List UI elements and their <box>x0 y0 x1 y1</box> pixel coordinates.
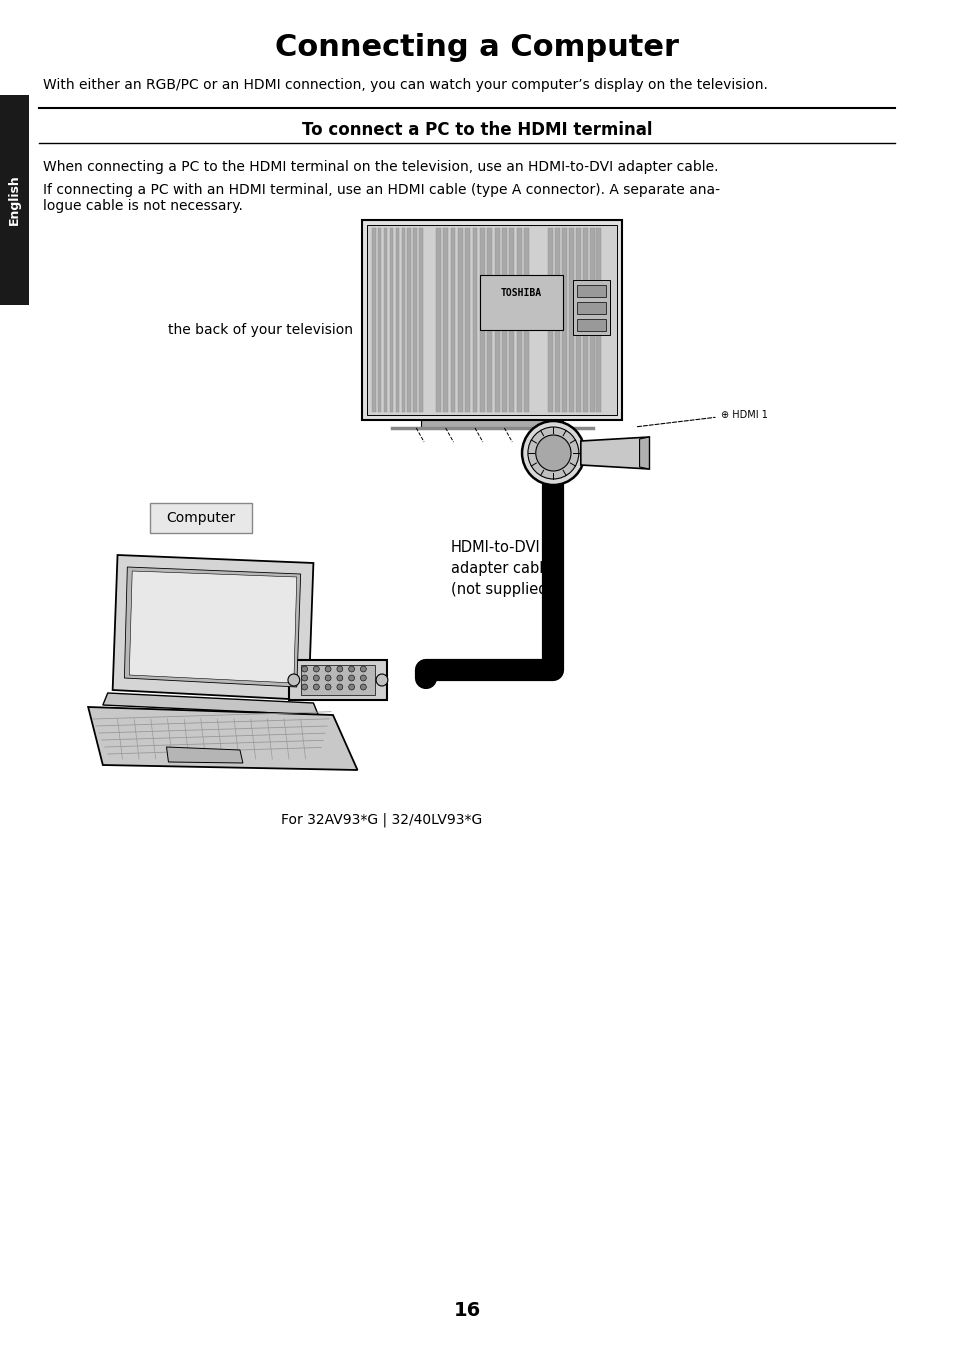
FancyBboxPatch shape <box>501 228 506 412</box>
FancyBboxPatch shape <box>577 284 605 297</box>
FancyBboxPatch shape <box>555 228 559 412</box>
Polygon shape <box>103 693 318 714</box>
FancyBboxPatch shape <box>300 665 375 696</box>
FancyBboxPatch shape <box>0 94 30 305</box>
Circle shape <box>348 666 355 673</box>
Text: English: English <box>9 175 21 225</box>
Polygon shape <box>639 437 649 469</box>
FancyBboxPatch shape <box>589 228 594 412</box>
FancyBboxPatch shape <box>457 228 462 412</box>
FancyBboxPatch shape <box>494 228 499 412</box>
Text: ⊕ HDMI 1: ⊕ HDMI 1 <box>720 410 767 421</box>
FancyBboxPatch shape <box>517 228 521 412</box>
FancyBboxPatch shape <box>573 280 610 336</box>
Text: HDMI-to-DVI
adapter cable
(not supplied): HDMI-to-DVI adapter cable (not supplied) <box>450 541 552 597</box>
Circle shape <box>521 421 584 485</box>
FancyBboxPatch shape <box>362 220 621 421</box>
Polygon shape <box>580 437 649 469</box>
FancyBboxPatch shape <box>372 228 375 412</box>
Text: To connect a PC to the HDMI terminal: To connect a PC to the HDMI terminal <box>301 121 652 139</box>
FancyBboxPatch shape <box>472 228 476 412</box>
Circle shape <box>314 675 319 681</box>
FancyBboxPatch shape <box>383 228 387 412</box>
FancyBboxPatch shape <box>390 228 393 412</box>
FancyBboxPatch shape <box>523 228 528 412</box>
FancyBboxPatch shape <box>479 228 484 412</box>
Text: When connecting a PC to the HDMI terminal on the television, use an HDMI-to-DVI : When connecting a PC to the HDMI termina… <box>43 160 718 174</box>
Circle shape <box>325 683 331 690</box>
Text: TOSHIBA: TOSHIBA <box>500 288 541 298</box>
FancyBboxPatch shape <box>548 228 553 412</box>
FancyBboxPatch shape <box>577 302 605 314</box>
FancyBboxPatch shape <box>395 228 398 412</box>
FancyBboxPatch shape <box>377 228 381 412</box>
FancyBboxPatch shape <box>582 228 587 412</box>
Text: With either an RGB/PC or an HDMI connection, you can watch your computer’s displ: With either an RGB/PC or an HDMI connect… <box>43 78 767 92</box>
Text: the back of your television: the back of your television <box>168 324 353 337</box>
Circle shape <box>325 666 331 673</box>
FancyBboxPatch shape <box>420 421 562 429</box>
FancyBboxPatch shape <box>289 661 387 700</box>
FancyBboxPatch shape <box>401 228 405 412</box>
FancyBboxPatch shape <box>436 228 440 412</box>
FancyBboxPatch shape <box>407 228 411 412</box>
FancyBboxPatch shape <box>465 228 470 412</box>
FancyBboxPatch shape <box>596 228 600 412</box>
Circle shape <box>301 666 307 673</box>
Circle shape <box>336 683 342 690</box>
FancyBboxPatch shape <box>418 228 422 412</box>
FancyBboxPatch shape <box>413 228 416 412</box>
FancyBboxPatch shape <box>450 228 455 412</box>
FancyBboxPatch shape <box>568 228 574 412</box>
FancyBboxPatch shape <box>487 228 492 412</box>
Circle shape <box>325 675 331 681</box>
FancyBboxPatch shape <box>576 228 580 412</box>
Circle shape <box>314 683 319 690</box>
Polygon shape <box>88 706 357 770</box>
FancyBboxPatch shape <box>509 228 514 412</box>
FancyBboxPatch shape <box>561 228 566 412</box>
Text: Connecting a Computer: Connecting a Computer <box>274 34 679 62</box>
Polygon shape <box>124 568 300 687</box>
Polygon shape <box>167 747 243 763</box>
Circle shape <box>375 674 388 686</box>
Circle shape <box>301 675 307 681</box>
Polygon shape <box>112 555 314 700</box>
Circle shape <box>527 427 578 479</box>
FancyBboxPatch shape <box>443 228 448 412</box>
FancyBboxPatch shape <box>150 503 252 532</box>
Circle shape <box>301 683 307 690</box>
Text: 16: 16 <box>453 1301 480 1320</box>
FancyBboxPatch shape <box>367 225 617 415</box>
Circle shape <box>336 675 342 681</box>
Text: Computer: Computer <box>166 511 235 524</box>
FancyBboxPatch shape <box>577 319 605 332</box>
Circle shape <box>348 675 355 681</box>
Circle shape <box>360 666 366 673</box>
Text: For 32AV93*G | 32/40LV93*G: For 32AV93*G | 32/40LV93*G <box>281 813 482 828</box>
Circle shape <box>360 675 366 681</box>
Text: If connecting a PC with an HDMI terminal, use an HDMI cable (type A connector). : If connecting a PC with an HDMI terminal… <box>43 183 720 213</box>
FancyBboxPatch shape <box>479 275 562 330</box>
Circle shape <box>314 666 319 673</box>
Circle shape <box>288 674 299 686</box>
Circle shape <box>360 683 366 690</box>
Circle shape <box>336 666 342 673</box>
Circle shape <box>536 435 571 470</box>
Polygon shape <box>130 572 296 683</box>
Circle shape <box>348 683 355 690</box>
